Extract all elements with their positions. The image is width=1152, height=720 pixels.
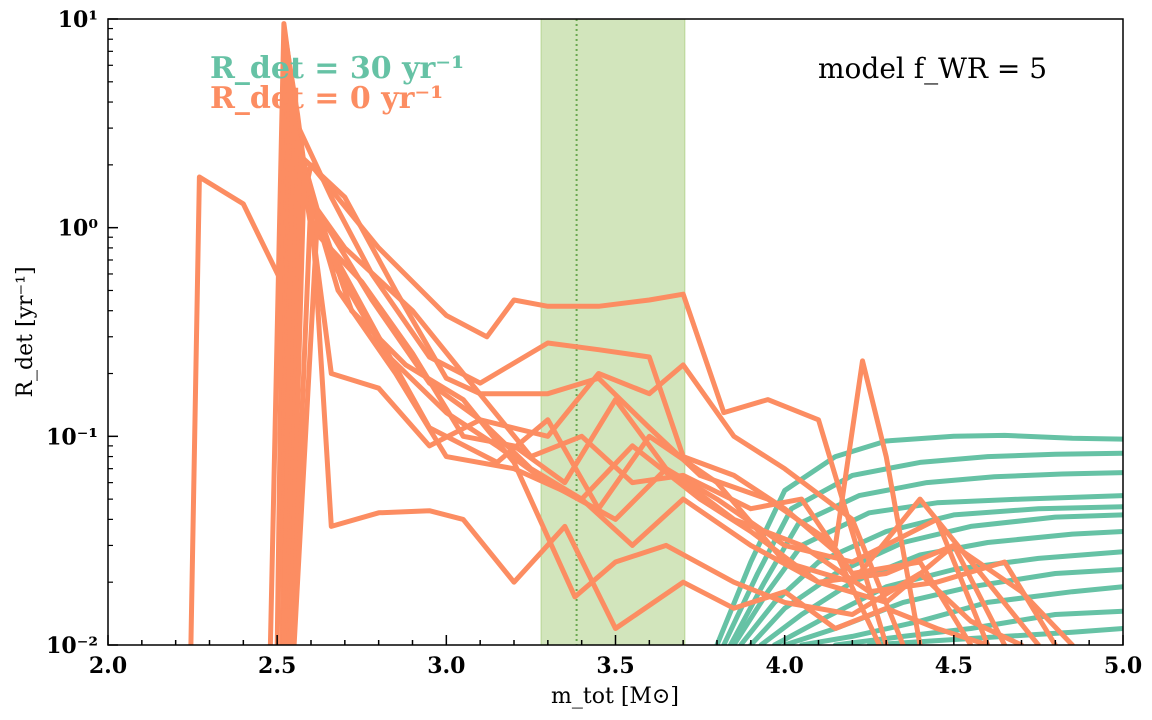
teal-series-line-10 [832, 608, 1123, 645]
legend: R_det = 30 yr⁻¹R_det = 0 yr⁻¹ [210, 51, 464, 116]
x-tick-label: 4.5 [935, 653, 973, 679]
y-tick-label: 10⁻² [46, 633, 98, 659]
y-tick-label: 10⁻¹ [46, 424, 98, 450]
x-tick-label: 4.0 [766, 653, 804, 679]
x-axis: 2.0 2.5 3.0 3.5 4.0 4.5 5.0 [89, 635, 1142, 679]
teal-series-line-7 [772, 549, 1123, 645]
y-axis: 10⁻² 10⁻¹ 10⁰ 10¹ [46, 7, 118, 659]
y-tick-label: 10⁰ [58, 216, 99, 242]
legend-entry-1: R_det = 30 yr⁻¹ [210, 51, 464, 86]
y-tick-label: 10¹ [58, 7, 98, 33]
teal-series-line-6 [758, 529, 1123, 645]
orange-series-line-12 [291, 208, 1024, 645]
x-tick-label: 3.0 [427, 653, 465, 679]
orange-series-line-9 [286, 153, 1058, 645]
series-layer [188, 21, 1123, 645]
teal-series-line-8 [782, 567, 1123, 645]
x-tick-label: 5.0 [1104, 653, 1142, 679]
teal-series-line-4 [738, 504, 1123, 645]
legend-entry-2: R_det = 0 yr⁻¹ [210, 81, 443, 116]
x-tick-label: 2.0 [89, 653, 127, 679]
orange-series-line-11 [289, 194, 991, 645]
x-axis-label: m_tot [M⊙] [551, 684, 679, 709]
model-annotation: model f_WR = 5 [818, 52, 1047, 85]
x-tick-label: 2.5 [258, 653, 296, 679]
credible-interval-band [540, 18, 686, 646]
teal-series-line-3 [731, 493, 1123, 645]
teal-series-line-9 [799, 584, 1123, 645]
highlight-band-layer [540, 18, 686, 646]
orange-series-line-1 [188, 162, 889, 645]
x-tick-label: 3.5 [596, 653, 634, 679]
orange-series-line-4 [279, 70, 923, 645]
y-axis-label: R_det [yr⁻¹] [13, 266, 38, 397]
